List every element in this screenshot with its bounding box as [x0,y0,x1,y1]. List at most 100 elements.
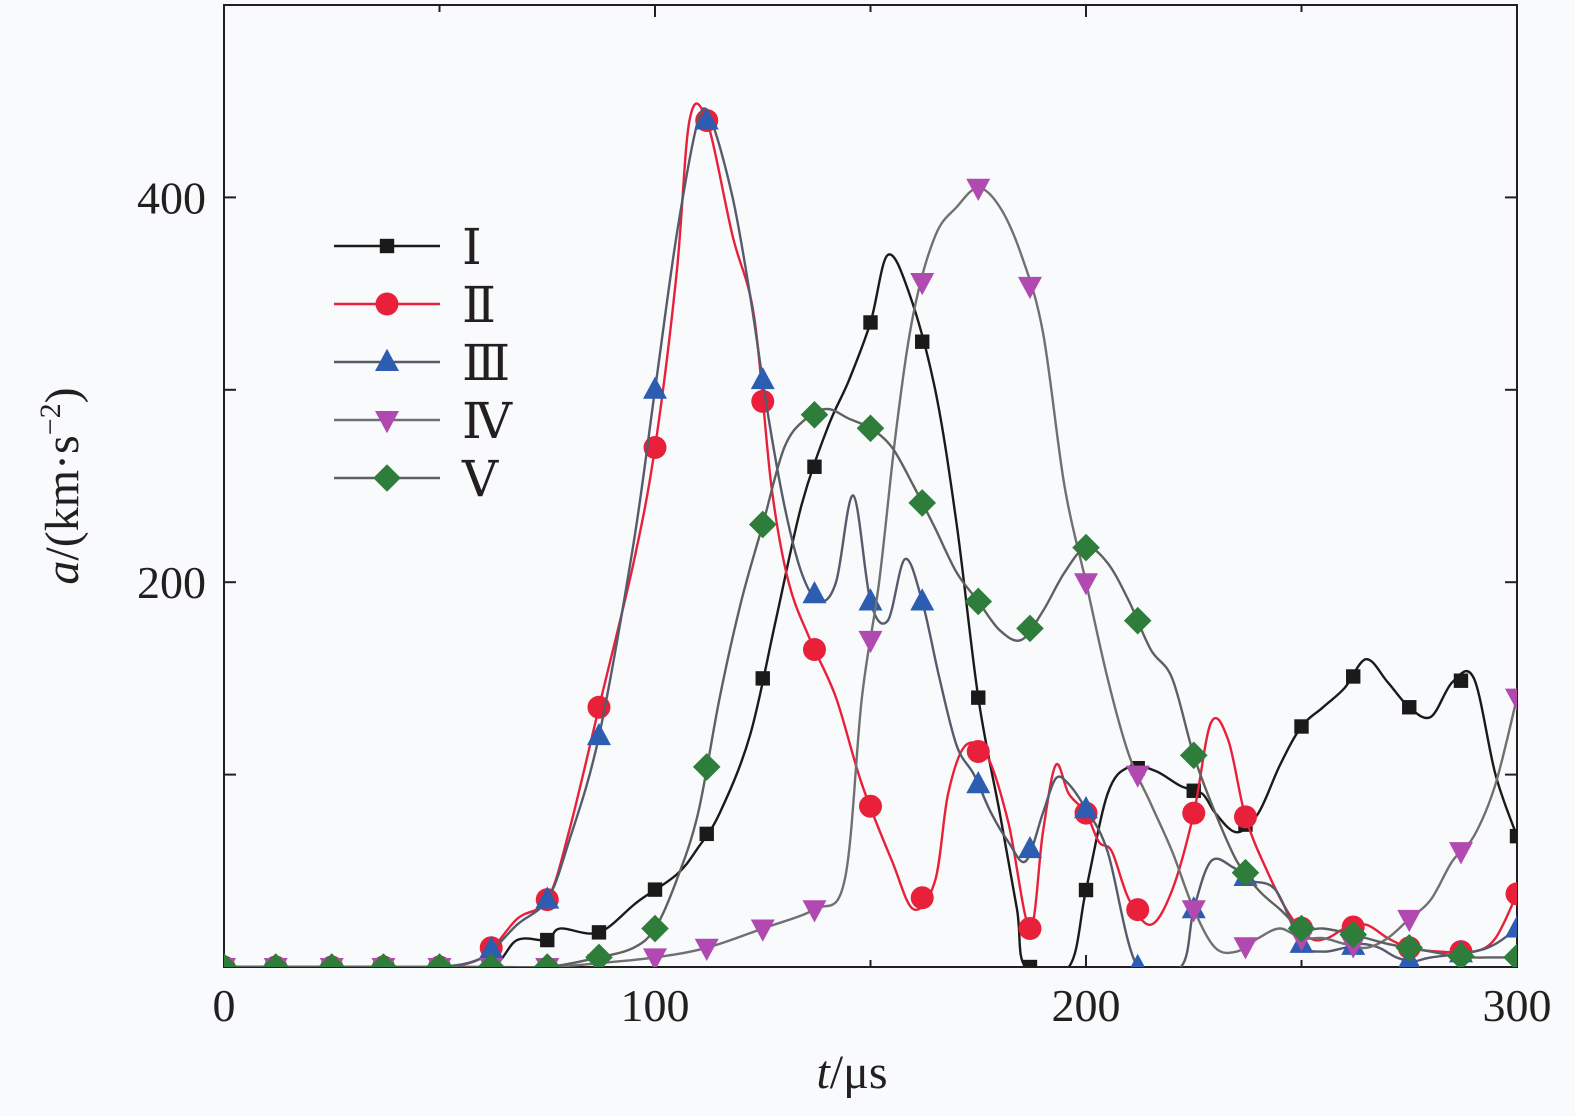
data-point [586,722,611,746]
data-point [1179,741,1208,770]
data-point [910,886,934,910]
legend-label: Ⅴ [461,451,499,507]
data-point [477,953,506,967]
data-point [643,436,667,460]
legend-label: Ⅰ [462,219,482,275]
data-point [479,936,504,959]
legend-marker [375,292,399,316]
data-point [748,510,777,539]
x-tick-label: 200 [1052,980,1121,1031]
data-point [856,414,885,443]
data-point [1022,959,1038,967]
data-point [1233,937,1258,960]
data-point [807,459,822,474]
data-point [750,366,775,390]
x-axis-var: t [816,1046,831,1099]
data-point [1123,606,1152,635]
y-axis-unit: /(km·s [36,435,89,560]
data-point [1447,942,1475,967]
data-point [750,919,775,942]
y-axis-title: a/(km·s−2) [34,387,89,584]
data-point [641,914,669,943]
y-tick-label: 400 [137,172,206,223]
data-point [1018,917,1042,941]
data-point [1074,573,1098,596]
legend-label: Ⅳ [462,393,513,449]
data-point [1074,796,1098,819]
data-point [585,943,613,967]
data-point [1505,688,1517,711]
data-point [535,886,560,909]
y-axis-close: ) [36,387,89,403]
data-point [1448,842,1473,865]
data-point [908,489,937,517]
data-point [1397,909,1422,933]
data-point [533,953,562,967]
x-tick-label: 300 [1483,980,1552,1031]
data-point [1078,882,1094,898]
series-line [224,107,1517,967]
data-point [1231,858,1260,887]
data-point [966,771,991,794]
data-point [964,587,993,616]
series-4 [224,178,1517,967]
y-tick-label: 200 [137,557,206,608]
data-point [863,315,878,330]
data-point [1287,914,1316,943]
legend-marker [379,238,395,254]
data-point [1339,920,1368,949]
data-point [692,753,721,781]
data-point [261,953,290,967]
data-point [755,671,770,686]
data-point [369,953,398,967]
data-point [694,938,719,961]
data-point [1016,614,1044,643]
data-point [966,178,991,201]
data-point [966,740,990,764]
data-point [643,948,667,967]
data-point [1402,700,1417,715]
y-axis-var: a [36,561,89,585]
data-point [910,273,935,296]
series-3 [224,107,1517,967]
data-point [643,376,667,399]
data-point [1125,765,1150,788]
data-point [1294,719,1309,734]
data-point [1181,900,1206,923]
data-point [425,953,454,967]
data-point [802,638,826,662]
x-axis-unit: /μs [830,1046,888,1099]
data-point [1346,669,1361,684]
data-point [1233,805,1257,829]
series-line [224,407,1517,967]
legend-label: Ⅲ [462,335,510,391]
data-point [802,900,827,923]
data-point [1509,828,1517,844]
x-tick-label: 0 [213,980,236,1031]
data-point [540,932,555,948]
legend-marker [375,411,399,434]
series-5 [224,401,1517,967]
legend-label: Ⅱ [462,277,496,333]
data-point [1072,533,1100,562]
data-point [858,630,883,654]
x-axis-title: t/μs [816,1046,887,1099]
data-point [802,581,827,604]
data-point [1505,882,1517,906]
data-point [1182,801,1206,825]
legend-marker [373,464,401,492]
data-point [1503,943,1517,967]
data-point [1017,835,1042,859]
data-point [1017,276,1042,300]
data-point [1505,915,1517,938]
data-point [591,925,607,940]
data-point [915,334,930,349]
data-point [224,953,238,967]
data-point [971,690,986,705]
data-point [800,401,829,429]
data-point [1453,673,1469,688]
data-point [751,389,775,413]
plot-frame [223,4,1518,968]
